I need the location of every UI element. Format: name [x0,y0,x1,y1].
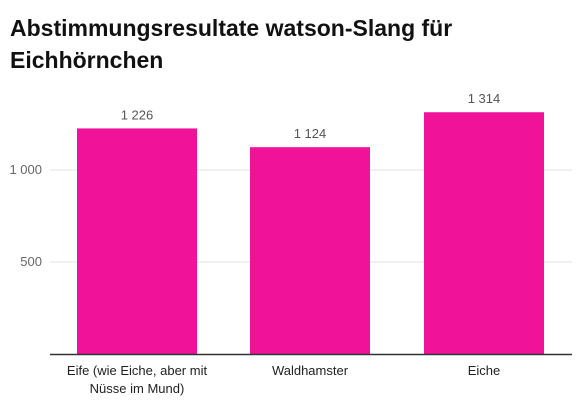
y-tick-label: 500 [20,254,42,269]
y-tick-label: 1 000 [9,162,42,177]
data-label: 1 124 [294,126,327,141]
bar [424,112,544,354]
category-label: Nüsse im Mund) [90,381,185,396]
category-label: Eiche [468,363,501,378]
bar [250,147,370,354]
category-label: Eife (wie Eiche, aber mit [67,363,208,378]
bars [77,112,544,354]
data-label: 1 226 [121,107,154,122]
data-label: 1 314 [468,91,501,106]
bar [77,128,197,354]
category-label: Waldhamster [272,363,349,378]
chart-title: Abstimmungsresultate watson-Slang für Ei… [10,15,453,73]
labels: 500 1 000 1 226 Eife (wie Eiche, aber mit Nü… [9,91,500,396]
